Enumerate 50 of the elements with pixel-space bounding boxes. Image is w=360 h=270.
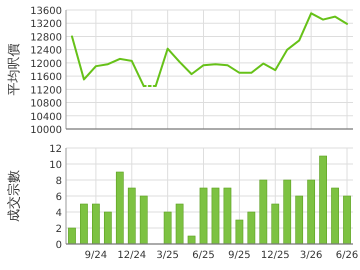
y-tick-label: 12000 xyxy=(30,58,62,70)
bar xyxy=(128,188,136,244)
x-tick-label: 6/25 xyxy=(192,250,215,261)
y-tick-label: 12800 xyxy=(30,32,62,44)
y-tick-label: 11200 xyxy=(30,85,62,96)
y-tick-label: 4 xyxy=(56,208,62,219)
y-tick-label: 0 xyxy=(56,240,62,251)
y-tick-label: 12 xyxy=(49,144,62,155)
bar xyxy=(236,220,244,244)
bar xyxy=(176,204,184,244)
bar xyxy=(224,188,232,244)
bar xyxy=(68,228,76,244)
y-tick-label: 13200 xyxy=(30,19,62,30)
x-tick-label: 3/25 xyxy=(156,250,179,261)
bar xyxy=(164,212,172,244)
bar xyxy=(247,212,256,244)
bar xyxy=(295,196,304,244)
y-tick-label: 13600 xyxy=(30,6,62,17)
y-tick-label: 2 xyxy=(56,224,62,235)
y-axis-title: 平均呎價 xyxy=(7,44,22,96)
y-tick-label: 10 xyxy=(49,160,62,171)
bar xyxy=(104,212,112,244)
bar xyxy=(80,204,88,244)
y-tick-label: 6 xyxy=(56,192,62,203)
bar xyxy=(343,196,351,244)
y-tick-label: 11600 xyxy=(30,72,62,84)
y-tick-label: 12400 xyxy=(30,46,62,57)
bar xyxy=(271,204,280,244)
x-tick-label: 12/24 xyxy=(117,250,146,261)
x-tick-label: 12/25 xyxy=(260,250,290,261)
bar xyxy=(116,172,124,244)
y-tick-label: 10400 xyxy=(30,112,62,123)
bar xyxy=(200,188,208,244)
bar xyxy=(92,204,100,244)
bar xyxy=(331,188,339,244)
y-axis-title: 成交宗數 xyxy=(6,170,22,222)
bar xyxy=(319,156,327,244)
bar xyxy=(188,236,196,244)
bar xyxy=(283,180,292,244)
bar xyxy=(307,180,316,244)
x-tick-label: 9/24 xyxy=(84,250,108,261)
bar xyxy=(259,180,268,244)
y-tick-label: 8 xyxy=(56,176,62,187)
y-tick-label: 10800 xyxy=(30,98,62,110)
x-tick-label: 6/26 xyxy=(336,250,358,261)
bar xyxy=(140,196,148,244)
x-tick-label: 3/26 xyxy=(300,250,322,261)
bar xyxy=(212,188,220,244)
x-tick-label: 9/25 xyxy=(228,250,251,261)
y-tick-label: 10000 xyxy=(30,125,62,136)
